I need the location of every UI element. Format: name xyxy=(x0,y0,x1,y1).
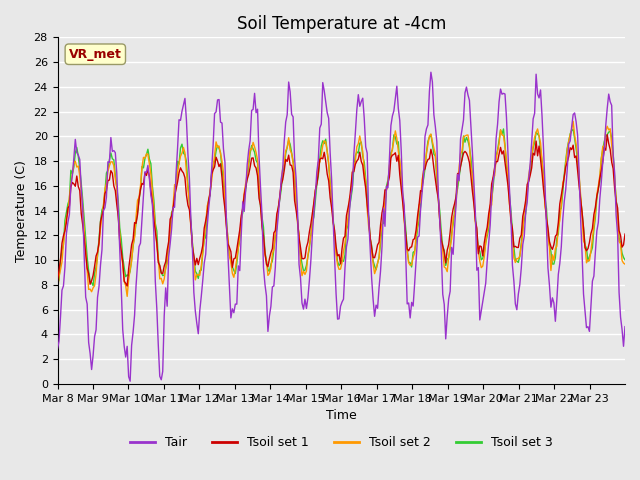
Title: Soil Temperature at -4cm: Soil Temperature at -4cm xyxy=(237,15,446,33)
Y-axis label: Temperature (C): Temperature (C) xyxy=(15,160,28,262)
Legend: Tair, Tsoil set 1, Tsoil set 2, Tsoil set 3: Tair, Tsoil set 1, Tsoil set 2, Tsoil se… xyxy=(125,431,557,454)
Text: VR_met: VR_met xyxy=(69,48,122,61)
X-axis label: Time: Time xyxy=(326,409,356,422)
